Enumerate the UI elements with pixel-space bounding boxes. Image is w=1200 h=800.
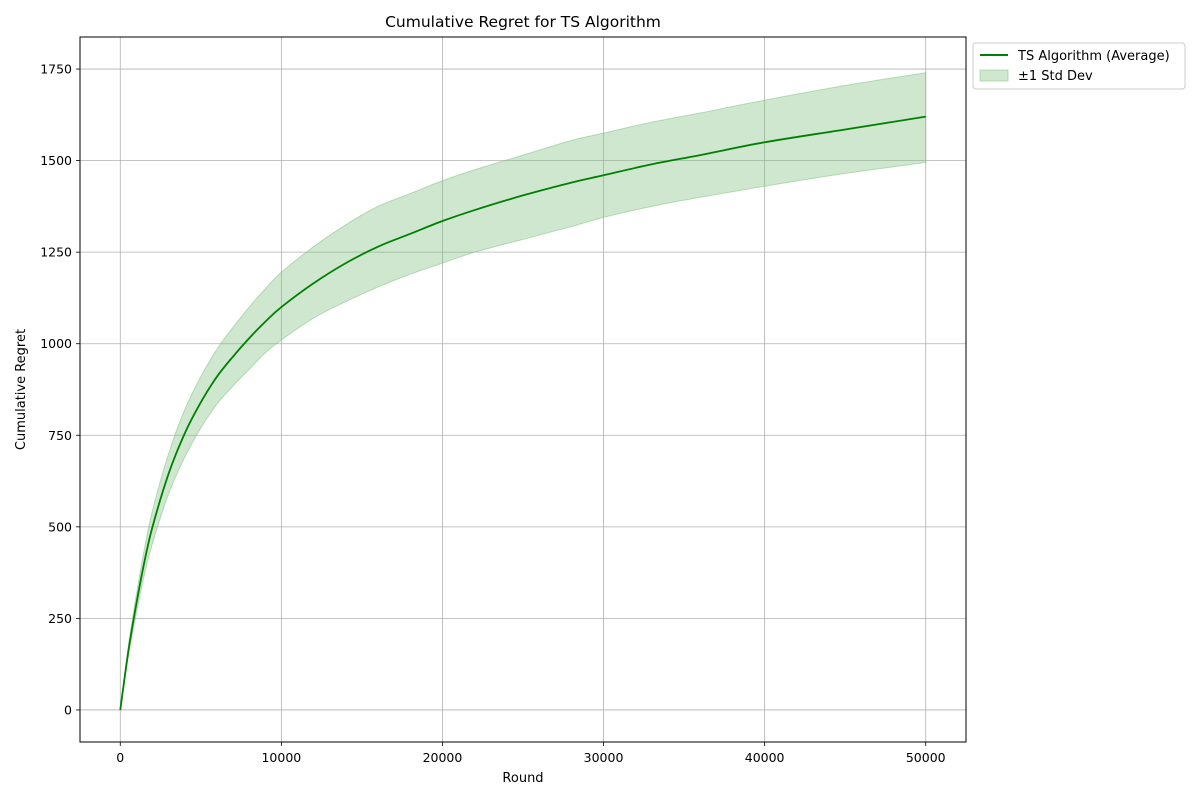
y-axis-label: Cumulative Regret: [14, 329, 29, 450]
legend-box: [972, 42, 1186, 90]
y-axis-ticks: 0 250 500 750 1000 1250 1500 1750: [40, 62, 80, 717]
average-regret-line: [119, 115, 926, 711]
plot-frame: [79, 36, 967, 743]
x-tick-label: 10000: [261, 750, 301, 765]
std-dev-band: [119, 72, 927, 711]
legend-entry-std-dev: ±1 Std Dev: [1018, 69, 1093, 84]
x-tick-label: 20000: [423, 750, 463, 765]
x-axis-label: Round: [502, 771, 543, 786]
x-tick-label: 40000: [745, 750, 785, 765]
legend-entry-average: TS Algorithm (Average): [1017, 49, 1170, 64]
x-tick-label: 30000: [584, 750, 624, 765]
y-tick-label: 500: [48, 519, 72, 534]
x-axis-ticks: 0 10000 20000 30000 40000 50000: [116, 742, 946, 765]
legend: TS Algorithm (Average) ±1 Std Dev: [972, 42, 1186, 90]
y-tick-label: 1500: [40, 153, 72, 168]
x-tick-label: 50000: [906, 750, 946, 765]
chart-title: Cumulative Regret for TS Algorithm: [385, 13, 661, 31]
y-tick-label: 750: [48, 428, 72, 443]
y-tick-label: 250: [48, 611, 72, 626]
y-tick-label: 1750: [40, 62, 72, 77]
std-dev-band-layer: [119, 72, 927, 711]
y-tick-label: 1000: [40, 336, 72, 351]
average-line-layer: [119, 115, 926, 711]
legend-band-swatch: [979, 69, 1009, 82]
y-tick-label: 0: [64, 702, 72, 717]
y-tick-label: 1250: [40, 245, 72, 260]
x-tick-label: 0: [116, 750, 124, 765]
